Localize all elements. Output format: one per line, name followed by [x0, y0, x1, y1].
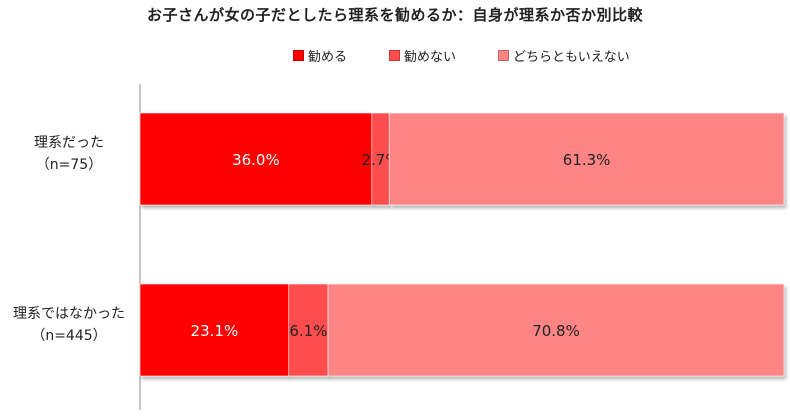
category-n-non-science: （n=445）	[31, 328, 107, 344]
legend-swatch-not-recommend	[389, 50, 400, 61]
legend-item-recommend: 勧める	[293, 46, 347, 65]
legend-item-neutral: どちらともいえない	[498, 46, 630, 65]
bar-neutral-2	[327, 283, 785, 377]
category-label-non-science: 理系ではなかった （n=445）	[0, 303, 138, 347]
legend-swatch-recommend	[293, 50, 304, 61]
category-label-science: 理系だった （n=75）	[0, 132, 138, 176]
legend-label-recommend: 勧める	[308, 50, 348, 65]
legend-item-not-recommend: 勧めない	[389, 46, 456, 65]
bar-recommend-2	[139, 283, 290, 377]
legend-swatch-neutral	[498, 50, 509, 61]
data-label-neutral-1: 61.3%	[563, 151, 611, 169]
bar-neutral-1	[388, 112, 785, 206]
category-n-science: （n=75）	[35, 157, 103, 173]
legend: 勧める 勧めない どちらともいえない	[0, 46, 790, 66]
legend-label-not-recommend: 勧めない	[404, 50, 457, 65]
data-label-recommend-2: 23.1%	[191, 322, 239, 340]
legend-label-neutral: どちらともいえない	[513, 50, 630, 65]
data-label-neutral-2: 70.8%	[532, 322, 580, 340]
category-name-science: 理系だった	[34, 135, 104, 151]
bars-group: 36.0% 2.7% 61.3%23.1% 6.1% 70.8%	[139, 112, 785, 377]
bar-not-recommend-2	[288, 283, 329, 377]
chart-title: お子さんが女の子だとしたら理系を勧めるか：自身が理系か否か別比較	[146, 6, 643, 24]
data-label-not-recommend-2: 6.1%	[289, 322, 327, 340]
data-label-recommend-1: 36.0%	[232, 151, 280, 169]
category-name-non-science: 理系ではなかった	[13, 306, 125, 322]
